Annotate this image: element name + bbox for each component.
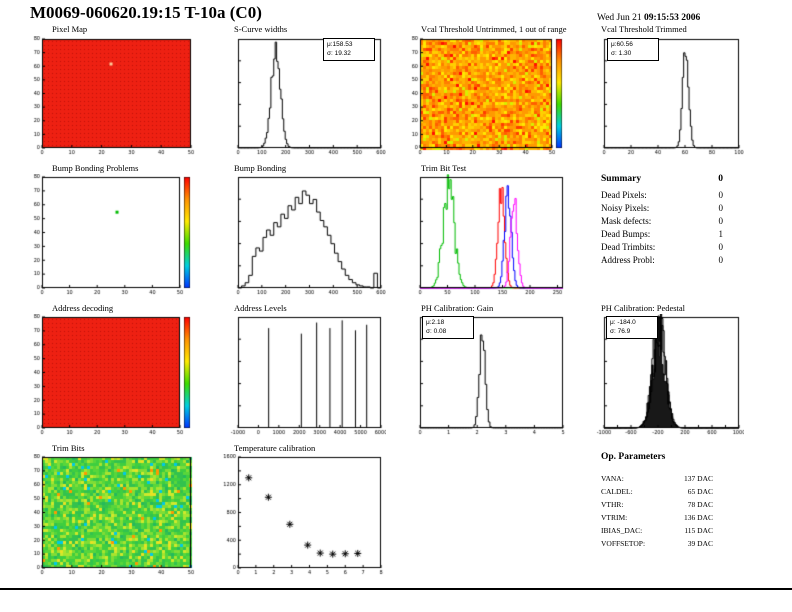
chart-title-bump-bonding: Bump Bonding bbox=[234, 163, 287, 173]
stat-mu: μ:2.18 bbox=[426, 319, 445, 326]
op-row-vana: VANA: 137 DAC bbox=[601, 474, 713, 483]
stat-mu: μ:158.53 bbox=[327, 41, 353, 48]
op-parameters-title: Op. Parameters bbox=[601, 452, 666, 462]
chart-title-ph-gain: PH Calibration: Gain bbox=[421, 303, 494, 313]
address-decoding-heatmap bbox=[26, 314, 196, 440]
summary-total: 0 bbox=[718, 174, 723, 184]
summary-row-dead-bumps: Dead Bumps: 1 bbox=[601, 229, 723, 239]
chart-title-ph-pedestal: PH Calibration: Pedestal bbox=[601, 303, 686, 313]
vcal-untrimmed-heatmap bbox=[404, 36, 568, 160]
canvas-bottom-border bbox=[0, 588, 792, 590]
chart-title-address-levels: Address Levels bbox=[234, 303, 287, 313]
stats-box-ph-pedestal: μ: -184.0 σ: 76.9 bbox=[606, 316, 658, 339]
stats-box-vcal-trimmed: μ:60.56 σ: 1.30 bbox=[607, 38, 659, 61]
timestamp-date: Wed Jun 21 bbox=[597, 13, 644, 23]
stat-sigma: σ: 0.08 bbox=[426, 327, 447, 335]
chart-title-s-curve-widths: S-Curve widths bbox=[234, 24, 288, 34]
op-row-caldel: CALDEL: 65 DAC bbox=[601, 487, 713, 496]
address-levels-histogram bbox=[222, 314, 386, 440]
summary-row-dead-trimbits: Dead Trimbits: 0 bbox=[601, 242, 723, 252]
trim-bit-test-histograms bbox=[404, 174, 568, 300]
timestamp: Wed Jun 21 09:15:53 2006 bbox=[597, 13, 700, 23]
stat-sigma: σ: 1.30 bbox=[611, 49, 632, 57]
bump-bonding-histogram bbox=[222, 174, 386, 300]
op-parameters-panel: Op. Parameters VANA: 137 DAC CALDEL: 65 DA… bbox=[601, 450, 713, 550]
op-row-ibias-dac: IBIAS_DAC: 115 DAC bbox=[601, 526, 713, 535]
bump-bonding-problems-heatmap bbox=[26, 174, 196, 300]
summary-row-noisy-pixels: Noisy Pixels: 0 bbox=[601, 203, 723, 213]
op-row-vtrim: VTRIM: 136 DAC bbox=[601, 513, 713, 522]
stat-mu: μ:60.56 bbox=[611, 41, 633, 48]
summary-row-dead-pixels: Dead Pixels: 0 bbox=[601, 190, 723, 200]
trim-bits-heatmap bbox=[26, 454, 196, 580]
op-parameters-header: Op. Parameters bbox=[601, 450, 713, 464]
chart-title-vcal-trimmed: Vcal Threshold Trimmed bbox=[601, 24, 687, 34]
chart-title-temperature-calibration: Temperature calibration bbox=[234, 443, 316, 453]
chart-title-address-decoding: Address decoding bbox=[52, 303, 114, 313]
op-row-vthr: VTHR: 78 DAC bbox=[601, 500, 713, 509]
timestamp-time: 09:15:53 2006 bbox=[644, 13, 701, 23]
op-row-voffsetop: VOFFSETOP: 39 DAC bbox=[601, 539, 713, 548]
stat-sigma: σ: 76.9 bbox=[610, 327, 631, 335]
temperature-calibration-scatter bbox=[222, 454, 386, 580]
page-title: M0069-060620.19:15 T-10a (C0) bbox=[30, 3, 262, 22]
summary-header: Summary 0 bbox=[601, 172, 723, 186]
chart-title-bump-bonding-problems: Bump Bonding Problems bbox=[52, 163, 139, 173]
stats-box-ph-gain: μ:2.18 σ: 0.08 bbox=[422, 316, 474, 339]
stats-box-s-curve: μ:158.53 σ: 19.32 bbox=[323, 38, 375, 61]
pixel-map-heatmap bbox=[26, 36, 196, 160]
stat-mu: μ: -184.0 bbox=[610, 319, 636, 326]
summary-panel: Summary 0 Dead Pixels: 0 Noisy Pixels: 0 M… bbox=[601, 172, 723, 267]
chart-title-pixel-map: Pixel Map bbox=[52, 24, 88, 34]
summary-title: Summary bbox=[601, 174, 642, 184]
chart-title-vcal-untrimmed: Vcal Threshold Untrimmed, 1 out of range bbox=[421, 24, 567, 34]
stat-sigma: σ: 19.32 bbox=[327, 49, 351, 57]
chart-title-trim-bits: Trim Bits bbox=[52, 443, 85, 453]
summary-row-address-probl: Address Probl: 0 bbox=[601, 255, 723, 265]
summary-row-mask-defects: Mask defects: 0 bbox=[601, 216, 723, 226]
chart-title-trim-bit-test: Trim Bit Test bbox=[421, 163, 467, 173]
